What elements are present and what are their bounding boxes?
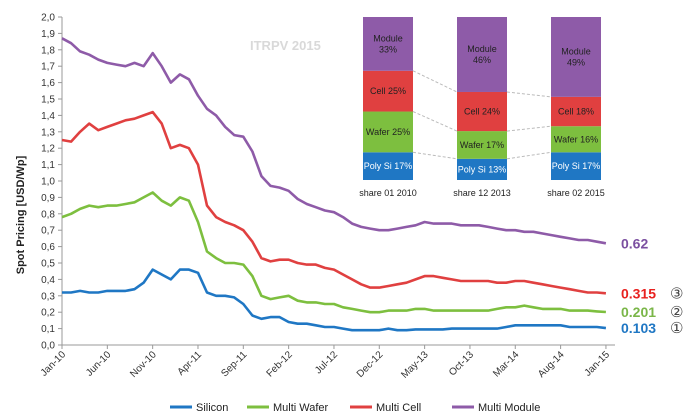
end-value-label: 0.62 (621, 235, 648, 251)
inset-bar-caption: share 02 2015 (547, 188, 605, 198)
y-tick-label: 0,8 (41, 209, 55, 220)
y-tick-label: 0,5 (41, 259, 55, 270)
inset-segment-label: Poly Si 13% (458, 164, 507, 174)
end-marker-label: ② (670, 304, 683, 321)
series-line-multi-module (61, 37, 607, 245)
legend-label: Multi Wafer (273, 402, 329, 414)
inset-segment-label: Module (561, 46, 591, 56)
inset-bar-segment (457, 158, 507, 180)
inset-connector (506, 151, 552, 160)
inset-connector (506, 125, 552, 132)
y-tick-label: 1,4 (41, 111, 55, 122)
inset-segment-label: 46% (473, 55, 491, 65)
y-tick-label: 1,7 (41, 62, 55, 73)
y-tick-label: 0,9 (41, 193, 55, 204)
x-tick-label: Aug-14 (536, 349, 567, 380)
inset-bar-segment (457, 17, 507, 92)
inset-segment-label: Poly Si 17% (364, 161, 413, 171)
end-labels: 0.62 0.315 ③ 0.201 ② 0.103 ① (621, 235, 683, 337)
x-tick-label: Dec-12 (355, 349, 386, 380)
end-marker-label: ① (670, 320, 683, 337)
y-tick-label: 1,5 (41, 95, 55, 106)
y-tick-label: 1,9 (41, 29, 55, 40)
inset-bar-segment (457, 91, 507, 132)
y-tick-label: 1,6 (41, 78, 55, 89)
inset-connector (412, 111, 458, 132)
x-tick-label: Feb-12 (265, 349, 295, 379)
inset-segment-label: Module (373, 33, 403, 43)
inset-bar-segment (551, 96, 601, 127)
x-tick-label: Jan-15 (583, 349, 613, 379)
x-tick-label: Jan-10 (39, 349, 69, 379)
x-tick-label: Nov-10 (128, 349, 159, 380)
inset-bar-caption: share 01 2010 (359, 188, 417, 198)
inset-segment-label: Cell 25% (370, 86, 406, 96)
series-line-multi-cell (61, 110, 607, 295)
series-line-multi-wafer (61, 191, 606, 314)
inset-segment-label: 49% (567, 57, 585, 67)
inset-bar-segment (457, 131, 507, 159)
legend: Silicon Multi Wafer Multi Cell Multi Module (170, 402, 540, 414)
y-tick-label: 1,3 (41, 127, 55, 138)
series-line-silicon (62, 268, 607, 332)
watermark: ITRPV 2015 (250, 38, 321, 53)
inset-segment-label: Wafer 16% (554, 134, 598, 144)
inset-segment-label: 33% (379, 44, 397, 54)
inset-bar-caption: share 12 2013 (453, 188, 511, 198)
x-tick-label: Oct-13 (447, 349, 476, 378)
end-marker-label: ③ (670, 285, 683, 302)
series-lines (61, 37, 607, 332)
y-tick-label: 1,1 (41, 160, 55, 171)
inset-bar-segment (551, 17, 601, 97)
inset-connector (412, 70, 458, 93)
inset-segment-label: Cell 18% (558, 107, 594, 117)
y-tick-label: 1,0 (41, 177, 55, 188)
y-tick-label: 0,6 (41, 242, 55, 253)
end-value-label: 0.201 (621, 304, 656, 320)
inset-bar-segment (363, 70, 413, 112)
inset-bar-segment (363, 17, 413, 71)
y-tick-label: 0,0 (41, 341, 55, 352)
y-tick-label: 0,2 (41, 308, 55, 319)
x-tick-label: Mar-14 (491, 349, 521, 379)
x-tick-label: Apr-11 (176, 349, 205, 378)
inset-segment-label: Wafer 25% (366, 127, 410, 137)
y-tick-label: 2,0 (41, 13, 55, 24)
inset-segment-label: Module (467, 44, 497, 54)
inset-bar-segment (551, 152, 601, 180)
y-tick-label: 0,7 (41, 226, 55, 237)
y-tick-label: 1,8 (41, 45, 55, 56)
inset-connector (506, 91, 552, 98)
inset-segment-label: Cell 24% (464, 107, 500, 117)
inset-bar-segment (363, 152, 413, 180)
inset-bar-segment (363, 111, 413, 153)
x-tick-label: Jun-10 (84, 349, 114, 379)
y-tick-label: 0,4 (41, 275, 55, 286)
legend-label: Multi Module (478, 402, 540, 414)
y-tick-label: 0,3 (41, 291, 55, 302)
y-tick-label: 1,2 (41, 144, 55, 155)
end-value-label: 0.315 (621, 285, 656, 301)
legend-label: Silicon (196, 402, 228, 414)
x-tick-label: Jul-12 (313, 349, 340, 376)
inset-stacked-bar-chart: Poly Si 17%Wafer 25%Cell 25%Module33%sha… (359, 17, 605, 198)
legend-label: Multi Cell (376, 402, 421, 414)
y-axis-label: Spot Pricing [USD/Wp] (15, 155, 27, 274)
y-tick-label: 0,1 (41, 324, 55, 335)
end-value-label: 0.103 (621, 320, 656, 336)
x-tick-label: May-13 (399, 349, 431, 381)
x-tick-label: Sep-11 (219, 349, 249, 379)
y-axis: 0,0 0,1 0,2 0,3 0,4 0,5 0,6 0,7 0,8 0,9 1,0 1,1 1,2 1… (41, 13, 63, 352)
inset-bar-segment (551, 126, 601, 153)
inset-segment-label: Wafer 17% (460, 140, 504, 150)
inset-connector (412, 151, 458, 160)
x-axis: Jan-10 Jun-10 Nov-10 Apr-11 Sep-11 Feb-12 Jul-… (39, 344, 615, 381)
inset-segment-label: Poly Si 17% (552, 161, 601, 171)
